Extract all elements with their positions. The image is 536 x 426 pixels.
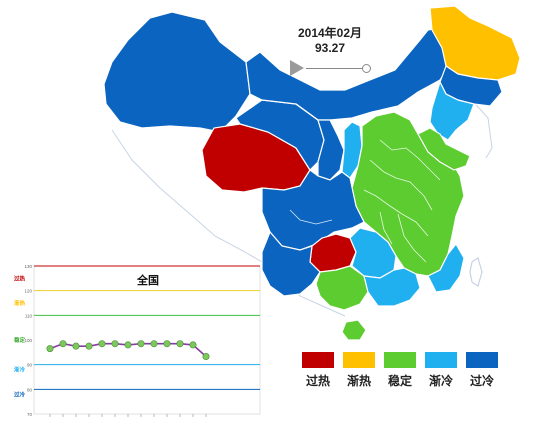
data-point-8 [150, 340, 158, 348]
legend-label-overheat: 过热 [305, 374, 330, 388]
data-point-12 [202, 353, 210, 361]
legend-swatch-stable [384, 352, 416, 368]
legend-swatch-overcold [466, 352, 498, 368]
y-tick-label-5: 80 [27, 387, 33, 392]
data-point-10 [176, 340, 184, 348]
chart-title: 全国 [136, 273, 159, 287]
neighbor-border-korea [469, 97, 493, 159]
province-shandong[interactable] [417, 127, 471, 171]
province-guangdong[interactable] [363, 267, 421, 307]
period-date: 2014年02月 [297, 26, 363, 40]
timeline-slider-handle[interactable] [362, 64, 371, 73]
legend-swatch-cooling [425, 352, 457, 368]
band-label-2: 稳定 [14, 336, 26, 344]
province-gansu[interactable] [295, 103, 345, 181]
y-tick-label-1: 120 [24, 289, 32, 294]
province-yunnan[interactable] [261, 230, 321, 297]
province-hainan[interactable] [341, 319, 367, 341]
play-button[interactable] [290, 60, 304, 76]
legend-label-cooling: 渐冷 [428, 374, 453, 388]
data-point-3 [85, 342, 93, 350]
index-value: 93.27 [314, 41, 346, 55]
neighbor-border-west [111, 129, 263, 263]
legend-label-overcold: 过冷 [469, 374, 494, 388]
y-tick-label-2: 110 [25, 313, 33, 318]
y-tick-label-4: 90 [27, 363, 33, 368]
data-point-7 [137, 340, 145, 348]
legend: 过热 渐热 稳定 渐冷 过冷 [302, 352, 502, 392]
y-tick-label-0: 130 [24, 264, 32, 269]
trend-chart: 130 120 110 100 90 80 70 过热渐热稳定渐冷过冷 全国 [0, 262, 262, 418]
legend-swatch-overheat [302, 352, 334, 368]
data-point-0 [46, 345, 54, 353]
legend-label-stable: 稳定 [387, 374, 412, 388]
data-point-6 [124, 341, 132, 349]
timeline-track[interactable] [306, 68, 366, 69]
period-label: 2014年02月 93.27 [280, 26, 380, 56]
chart-plot-area [33, 265, 261, 415]
legend-swatch-warming [343, 352, 375, 368]
data-point-9 [163, 340, 171, 348]
band-label-3: 渐冷 [14, 366, 26, 374]
province-taiwan [469, 257, 483, 287]
legend-label-warming: 渐热 [346, 374, 371, 388]
band-label-1: 渐热 [14, 299, 26, 307]
data-point-2 [72, 342, 80, 350]
data-point-1 [59, 340, 67, 348]
band-label-4: 过冷 [14, 390, 26, 398]
province-heilongjiang[interactable] [429, 5, 521, 81]
y-tick-label-6: 70 [27, 412, 33, 417]
data-point-11 [189, 341, 197, 349]
data-point-4 [98, 340, 106, 348]
y-tick-label-3: 100 [24, 338, 32, 343]
province-fujian[interactable] [427, 242, 465, 293]
province-liaoning[interactable] [429, 80, 475, 141]
band-label-0: 过热 [14, 274, 26, 282]
province-xinjiang[interactable] [103, 11, 251, 133]
province-guangxi[interactable] [315, 265, 369, 311]
data-point-5 [111, 340, 119, 348]
